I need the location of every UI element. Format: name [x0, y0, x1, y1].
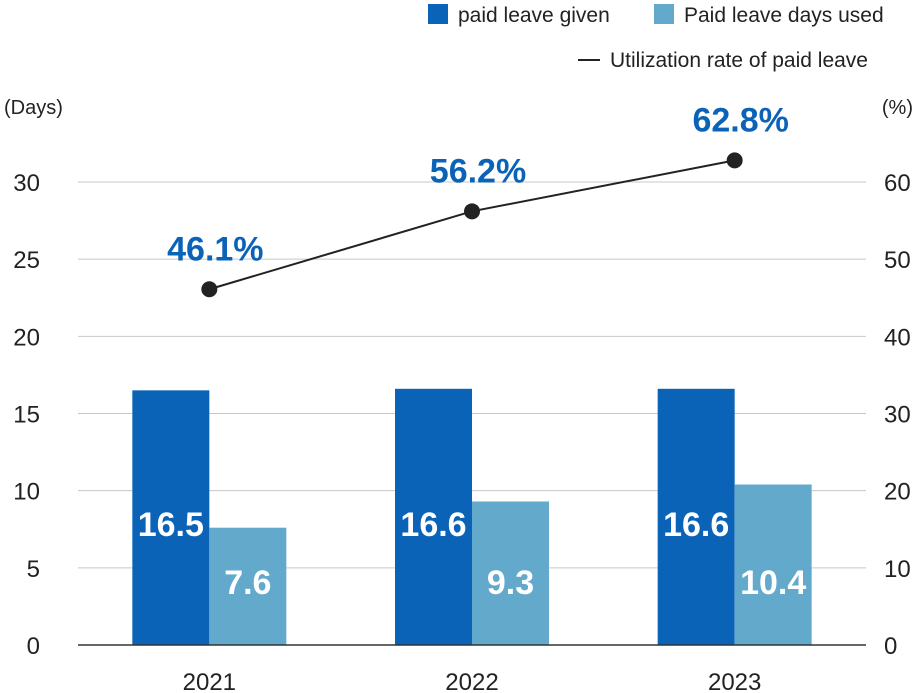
bar-label-paid-leave-days-used-2021: 7.6 — [224, 564, 271, 602]
x-tick-label: 2022 — [445, 669, 498, 693]
bar-labels: 16.5 7.6 16.6 9.3 16.6 10.4 — [138, 506, 807, 602]
left-axis-unit: (Days) — [4, 97, 63, 119]
left-tick-label: 0 — [27, 633, 40, 660]
left-tick-label: 15 — [13, 402, 40, 429]
left-tick-label: 10 — [13, 479, 40, 506]
right-tick-label: 0 — [884, 633, 897, 660]
right-axis-unit: (%) — [882, 97, 913, 119]
left-tick-label: 30 — [13, 170, 40, 197]
legend-label-paid-leave-given: paid leave given — [458, 4, 610, 27]
rate-line: 46.1% 56.2% 62.8% — [167, 101, 789, 298]
line-point-2022 — [464, 203, 480, 220]
x-axis-ticks: 2021 2022 2023 — [183, 669, 762, 693]
x-tick-label: 2023 — [708, 669, 761, 693]
left-axis-ticks: 0 5 10 15 20 25 30 — [13, 170, 40, 660]
right-axis-ticks: 0 10 20 30 40 50 60 — [884, 170, 911, 660]
bar-label-paid-leave-given-2023: 16.6 — [663, 506, 729, 544]
rate-label-2021: 46.1% — [167, 230, 263, 268]
line-point-2023 — [726, 152, 743, 169]
bar-paid-leave-days-used-2023 — [734, 484, 812, 645]
right-tick-label: 50 — [884, 247, 911, 274]
bar-label-paid-leave-given-2021: 16.5 — [138, 506, 204, 544]
left-tick-label: 25 — [13, 247, 40, 274]
right-tick-label: 10 — [884, 556, 911, 583]
bar-label-paid-leave-days-used-2023: 10.4 — [740, 564, 806, 602]
right-tick-label: 30 — [884, 402, 911, 429]
bar-paid-leave-given-2023 — [657, 388, 735, 645]
bar-label-paid-leave-given-2022: 16.6 — [400, 506, 466, 544]
right-tick-label: 60 — [884, 170, 911, 197]
legend-swatch-paid-leave-given — [428, 4, 448, 24]
rate-label-2022: 56.2% — [430, 152, 526, 190]
right-tick-label: 40 — [884, 324, 911, 351]
bar-paid-leave-given-2022 — [395, 388, 472, 645]
rate-label-2023: 62.8% — [692, 101, 788, 139]
legend: paid leave given Paid leave days used Ut… — [428, 4, 884, 72]
legend-swatch-paid-leave-days-used — [654, 4, 674, 24]
x-tick-label: 2021 — [183, 669, 236, 693]
bar-paid-leave-days-used-2022 — [472, 501, 549, 645]
legend-label-utilization-rate: Utilization rate of paid leave — [610, 49, 868, 72]
bar-label-paid-leave-days-used-2022: 9.3 — [487, 564, 534, 602]
line-point-2021 — [201, 281, 218, 298]
right-tick-label: 20 — [884, 479, 911, 506]
bars — [132, 388, 812, 645]
bar-paid-leave-given-2021 — [132, 390, 210, 645]
left-tick-label: 20 — [13, 324, 40, 351]
left-tick-label: 5 — [27, 556, 40, 583]
legend-label-paid-leave-days-used: Paid leave days used — [684, 4, 884, 27]
bar-paid-leave-days-used-2021 — [209, 527, 287, 645]
